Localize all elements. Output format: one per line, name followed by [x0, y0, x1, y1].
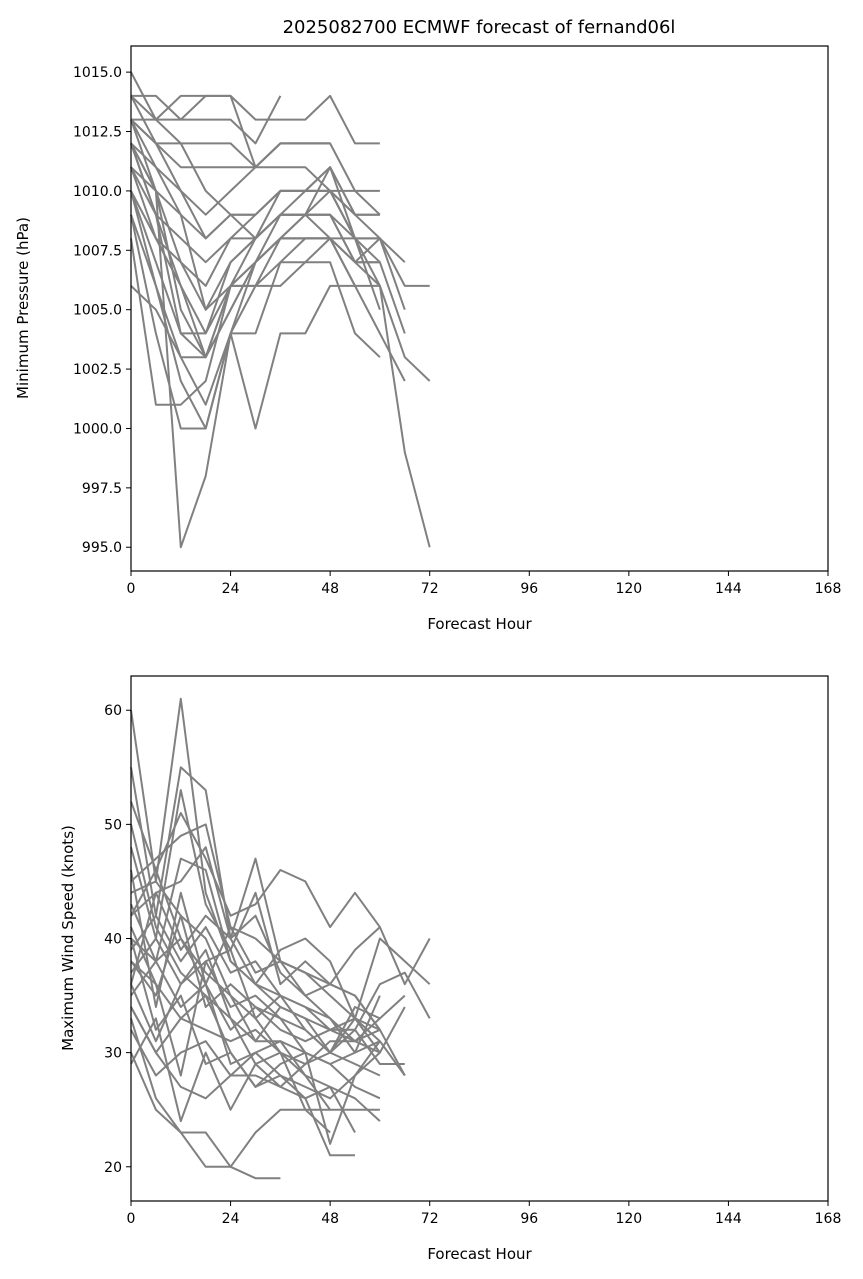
pressure-x-tick-label: 24	[222, 581, 240, 597]
pressure-y-tick-label: 1002.5	[73, 362, 122, 378]
pressure-x-tick-label: 0	[127, 581, 136, 597]
wind-x-tick-label: 72	[421, 1211, 439, 1227]
pressure-x-axis-label: Forecast Hour	[427, 615, 532, 633]
pressure-series-line-3	[130, 71, 380, 145]
pressure-x-tick-label: 48	[321, 581, 339, 597]
pressure-chart: 0 24 48 72 96 120 144 168 995.0 997.5 1000.0 1002.…	[14, 45, 842, 633]
wind-series-line-10	[130, 1018, 281, 1180]
wind-y-tick-label: 40	[104, 932, 122, 948]
wind-series-layer	[130, 697, 431, 1180]
wind-series-line-23	[130, 891, 381, 1043]
wind-x-tick-label: 120	[615, 1211, 642, 1227]
pressure-x-tick-label: 168	[815, 581, 842, 597]
pressure-x-tick-label: 96	[520, 581, 538, 597]
pressure-x-tick-label: 144	[715, 581, 742, 597]
pressure-series-line-23	[130, 142, 356, 240]
pressure-series-line-8	[130, 214, 406, 430]
pressure-x-tick-label: 120	[615, 581, 642, 597]
wind-chart: 0 24 48 72 96 120 144 168 20 30 40 50 60 Forecast H…	[59, 675, 842, 1263]
wind-series-line-4	[130, 823, 381, 1031]
wind-series-line-26	[130, 1006, 381, 1100]
wind-series-line-24	[130, 869, 406, 1076]
pressure-plot-frame	[130, 45, 829, 572]
wind-y-axis: 20 30 40 50 60	[104, 703, 131, 1176]
pressure-series-line-20	[130, 190, 381, 311]
wind-x-tick-label: 0	[127, 1211, 136, 1227]
pressure-x-axis: 0 24 48 72 96 120 144 168	[127, 571, 842, 597]
wind-y-tick-label: 20	[104, 1160, 122, 1176]
pressure-series-line-0	[130, 119, 431, 549]
pressure-series-line-9	[130, 238, 381, 406]
pressure-series-line-5	[131, 94, 331, 169]
pressure-y-tick-label: 1005.0	[73, 303, 122, 319]
pressure-y-tick-label: 1007.5	[73, 243, 122, 259]
wind-series-line-20	[130, 880, 381, 1145]
wind-series-line-25	[130, 824, 381, 1100]
wind-x-axis-label: Forecast Hour	[427, 1245, 532, 1263]
wind-series-line-14	[130, 960, 406, 1077]
figure-title: 2025082700 ECMWF forecast of fernand06l	[283, 17, 676, 38]
pressure-series-line-4	[131, 94, 282, 145]
wind-x-tick-label: 96	[520, 1211, 538, 1227]
pressure-series-line-21	[130, 214, 331, 359]
pressure-y-axis: 995.0 997.5 1000.0 1002.5 1005.0 1007.5 1010.0…	[73, 65, 131, 556]
wind-y-axis-label: Maximum Wind Speed (knots)	[59, 825, 77, 1051]
pressure-series-line-15	[130, 95, 381, 216]
pressure-y-tick-label: 997.5	[82, 481, 122, 497]
wind-series-line-22	[130, 948, 331, 1134]
wind-y-tick-label: 30	[104, 1046, 122, 1062]
wind-series-line-15	[130, 937, 406, 1054]
wind-y-tick-label: 60	[104, 703, 122, 719]
pressure-y-tick-label: 1000.0	[73, 421, 122, 437]
pressure-series-layer	[130, 71, 431, 549]
pressure-x-tick-label: 72	[421, 581, 439, 597]
pressure-y-axis-label: Minimum Pressure (hPa)	[14, 217, 32, 399]
pressure-y-tick-label: 1012.5	[73, 125, 122, 141]
wind-x-axis: 0 24 48 72 96 120 144 168	[127, 1201, 842, 1227]
pressure-y-tick-label: 995.0	[82, 540, 122, 556]
wind-x-tick-label: 24	[222, 1211, 240, 1227]
pressure-series-line-19	[130, 142, 331, 216]
pressure-y-tick-label: 1010.0	[73, 184, 122, 200]
wind-series-line-21	[130, 938, 381, 1088]
wind-x-tick-label: 144	[715, 1211, 742, 1227]
wind-x-tick-label: 168	[815, 1211, 842, 1227]
pressure-y-tick-label: 1015.0	[73, 65, 122, 81]
wind-series-line-11	[130, 1052, 331, 1168]
wind-series-line-2	[130, 789, 431, 986]
wind-series-line-3	[130, 801, 381, 929]
wind-x-tick-label: 48	[321, 1211, 339, 1227]
wind-y-tick-label: 50	[104, 817, 122, 833]
